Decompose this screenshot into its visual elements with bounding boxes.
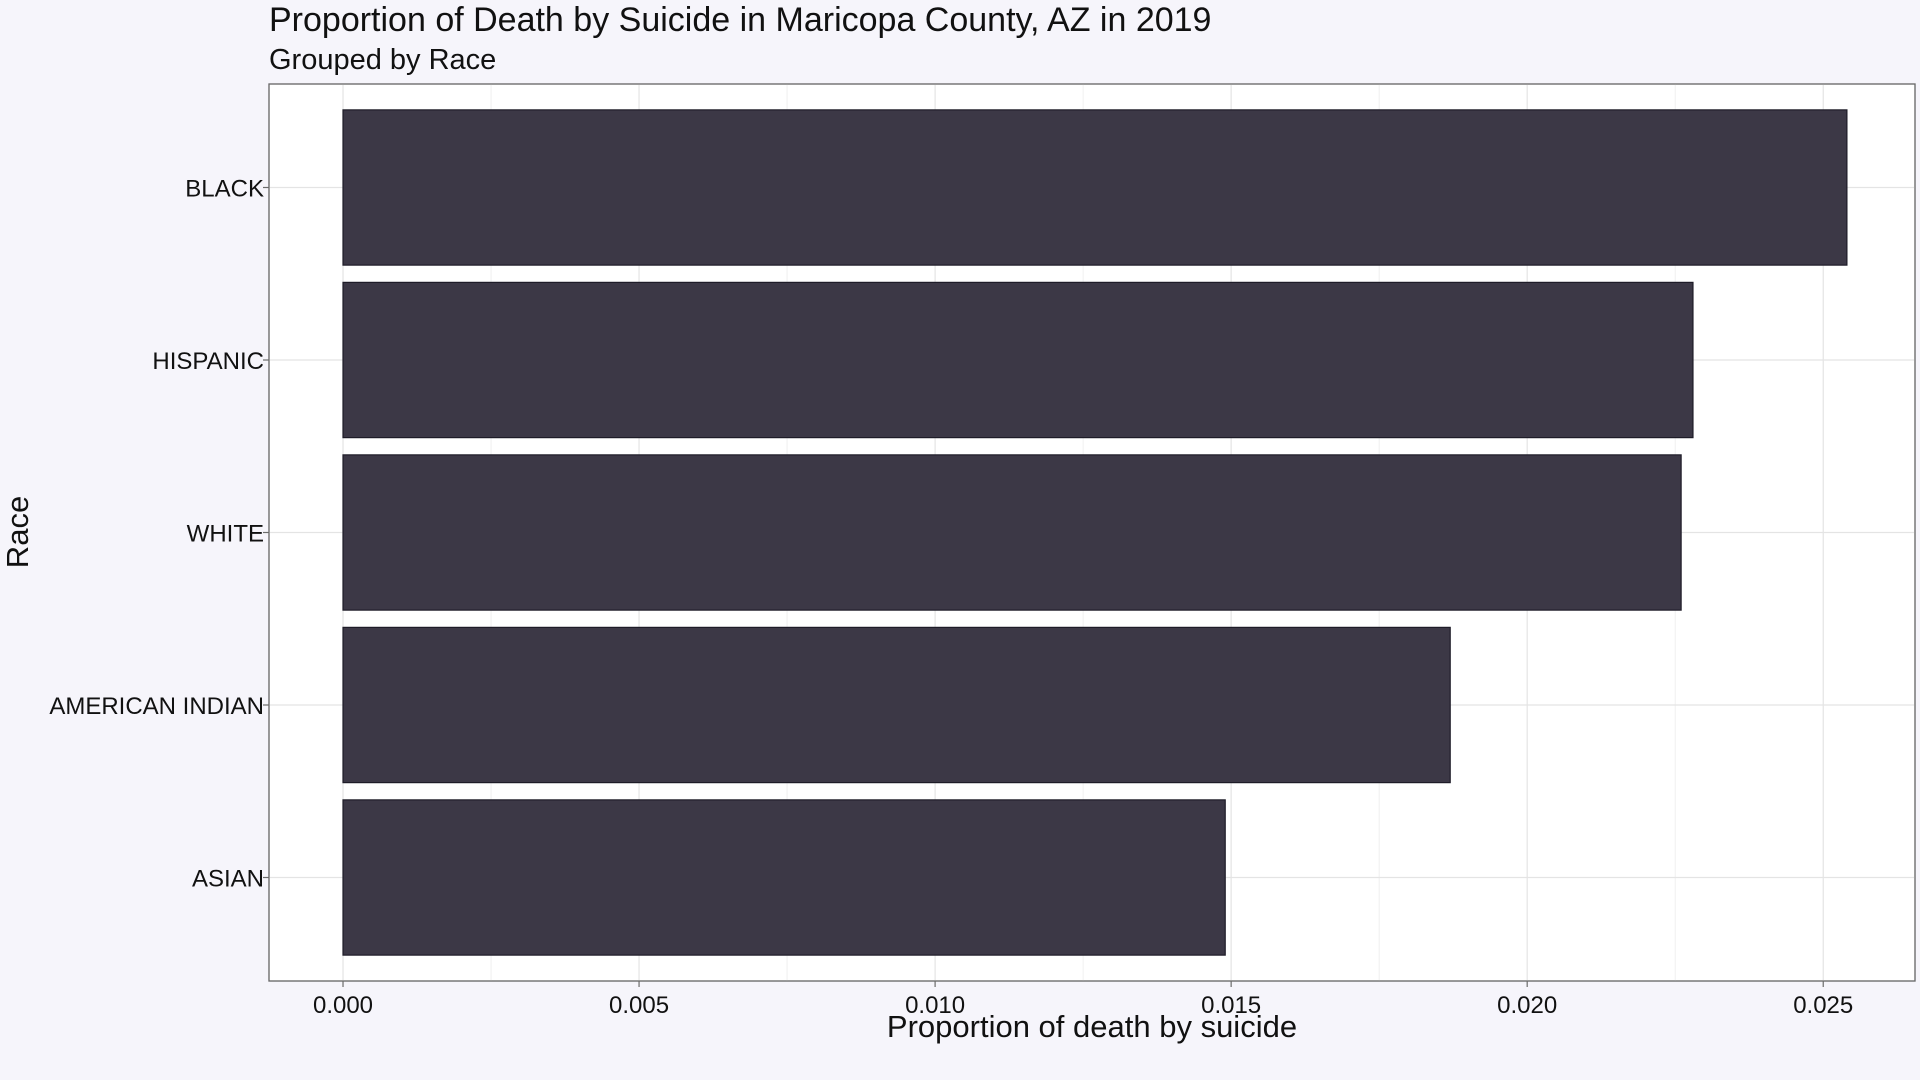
x-axis-title: Proportion of death by suicide xyxy=(887,1009,1297,1044)
bar-black xyxy=(342,109,1848,266)
plot-panel-border xyxy=(268,83,1916,982)
bar-american-indian xyxy=(342,626,1451,784)
y-tick-label: BLACK xyxy=(185,176,264,203)
y-tick-label: HISPANIC xyxy=(152,348,264,375)
y-axis: BLACK HISPANIC WHITE AMERICAN INDIAN ASIAN xyxy=(49,176,269,893)
bars xyxy=(342,109,1848,956)
x-axis: 0.000 0.005 0.010 0.015 0.020 0.025 xyxy=(313,981,1853,1019)
y-tick-label: AMERICAN INDIAN xyxy=(49,693,264,720)
x-tick-label: 0.010 xyxy=(905,992,965,1019)
x-tick-label: 0.020 xyxy=(1497,992,1557,1019)
bar-hispanic xyxy=(342,281,1694,439)
x-tick-label: 0.000 xyxy=(313,992,373,1019)
x-tick-label: 0.015 xyxy=(1201,992,1261,1019)
y-tick-label: WHITE xyxy=(187,521,264,548)
bar-white xyxy=(342,454,1682,611)
x-tick-label: 0.025 xyxy=(1793,992,1853,1019)
x-tick-label: 0.005 xyxy=(609,992,669,1019)
chart-title: Proportion of Death by Suicide in Marico… xyxy=(269,1,1211,39)
y-axis-title: Race xyxy=(0,496,35,568)
y-tick-label: ASIAN xyxy=(192,866,264,893)
chart-subtitle: Grouped by Race xyxy=(269,44,496,76)
bar-asian xyxy=(342,799,1226,956)
